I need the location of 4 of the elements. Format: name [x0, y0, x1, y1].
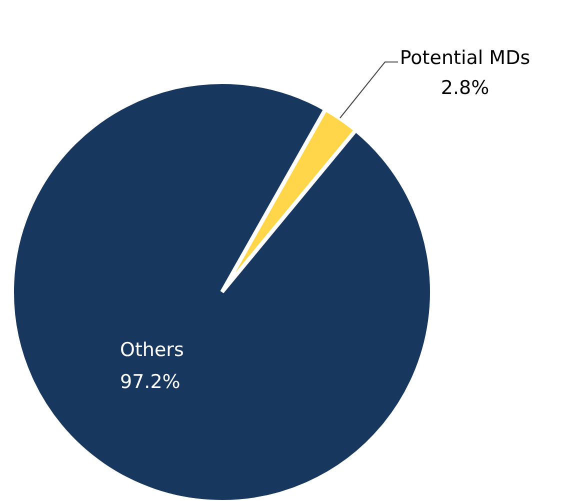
slice-label: Others	[120, 339, 184, 361]
slice-label: Potential MDs	[400, 47, 530, 69]
data-label: 97.2%	[120, 371, 180, 393]
data-label: 2.8%	[440, 77, 490, 99]
